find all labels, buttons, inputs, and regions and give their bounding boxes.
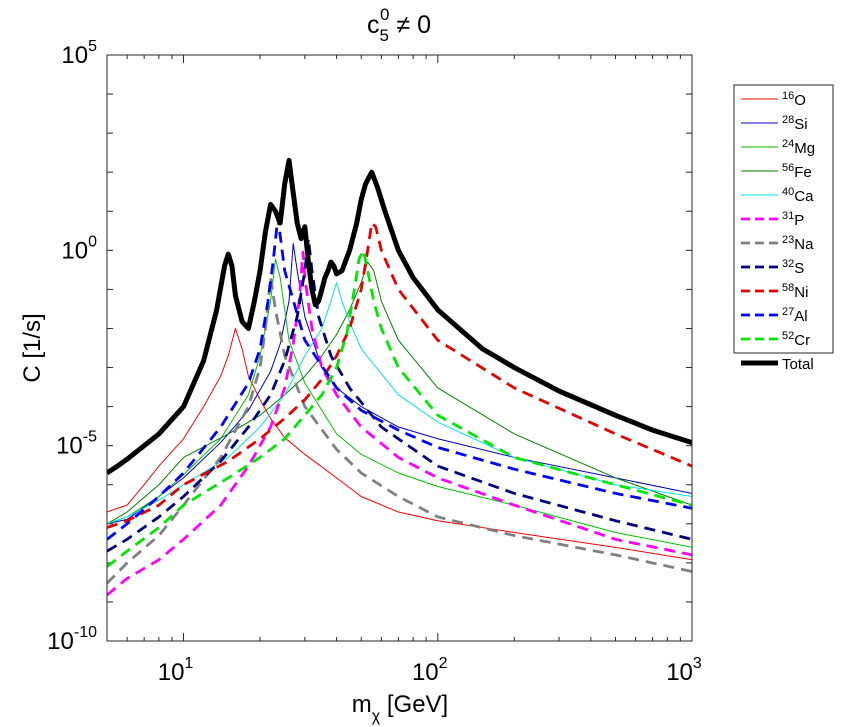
legend-label-fe: 56Fe — [782, 162, 812, 181]
y-tick-label: 100 — [61, 233, 97, 264]
series-layer — [107, 157, 692, 597]
series-line-fe — [107, 261, 692, 525]
legend-label-cr: 52Cr — [782, 330, 810, 349]
chart-title-sub: 5 — [380, 26, 389, 45]
y-tick-label: 105 — [61, 38, 97, 69]
tick-labels: 101 102 103 10-10 10-5 100 105 — [47, 38, 702, 686]
series-line-o — [107, 327, 692, 561]
x-axis-label-rest: [GeV] — [380, 691, 448, 718]
legend-label-o: 16O — [782, 90, 806, 109]
legend-label-p: 31P — [782, 210, 804, 229]
series-line-si — [107, 242, 692, 525]
chart-title: c5 0 ≠ 0 — [367, 5, 431, 45]
y-tick-label: 10-5 — [56, 429, 97, 460]
series-line-ca — [107, 282, 692, 525]
series-line-s — [107, 237, 692, 553]
legend-label-si: 28Si — [782, 114, 808, 133]
legend-label-na: 23Na — [782, 234, 814, 253]
legend-label-mg: 24Mg — [782, 138, 815, 157]
x-axis-label: mχ [GeV] — [352, 691, 448, 725]
plot-frame — [106, 54, 693, 642]
series-line-ni — [107, 221, 692, 529]
plot-area — [107, 55, 692, 641]
legend-label-total: Total — [782, 356, 814, 373]
x-tick-label: 103 — [666, 655, 702, 686]
legend-label-ni: 58Ni — [782, 282, 808, 301]
x-axis-label-sub: χ — [372, 708, 381, 725]
series-line-total — [107, 157, 692, 476]
series-line-cr — [107, 248, 692, 568]
x-tick-label: 101 — [158, 655, 194, 686]
chart-title-sup: 0 — [380, 5, 389, 24]
y-axis-label: C [1/s] — [19, 313, 46, 382]
y-tick-label: 10-10 — [47, 624, 97, 655]
series-line-p — [107, 250, 692, 597]
x-tick-label: 102 — [412, 655, 448, 686]
x-axis-label-main: m — [352, 691, 372, 718]
legend-label-ca: 40Ca — [782, 186, 814, 205]
legend-label-al: 27Al — [782, 306, 808, 325]
legend-label-s: 32S — [782, 258, 804, 277]
legend-box — [733, 84, 834, 354]
chart-title-main: c — [367, 11, 380, 39]
chart-title-rest: ≠ 0 — [389, 11, 431, 39]
legend: 16O 28Si 24Mg 56Fe 40Ca 31P 23Na 32S 58Ni 27Al 52C… — [733, 84, 834, 373]
